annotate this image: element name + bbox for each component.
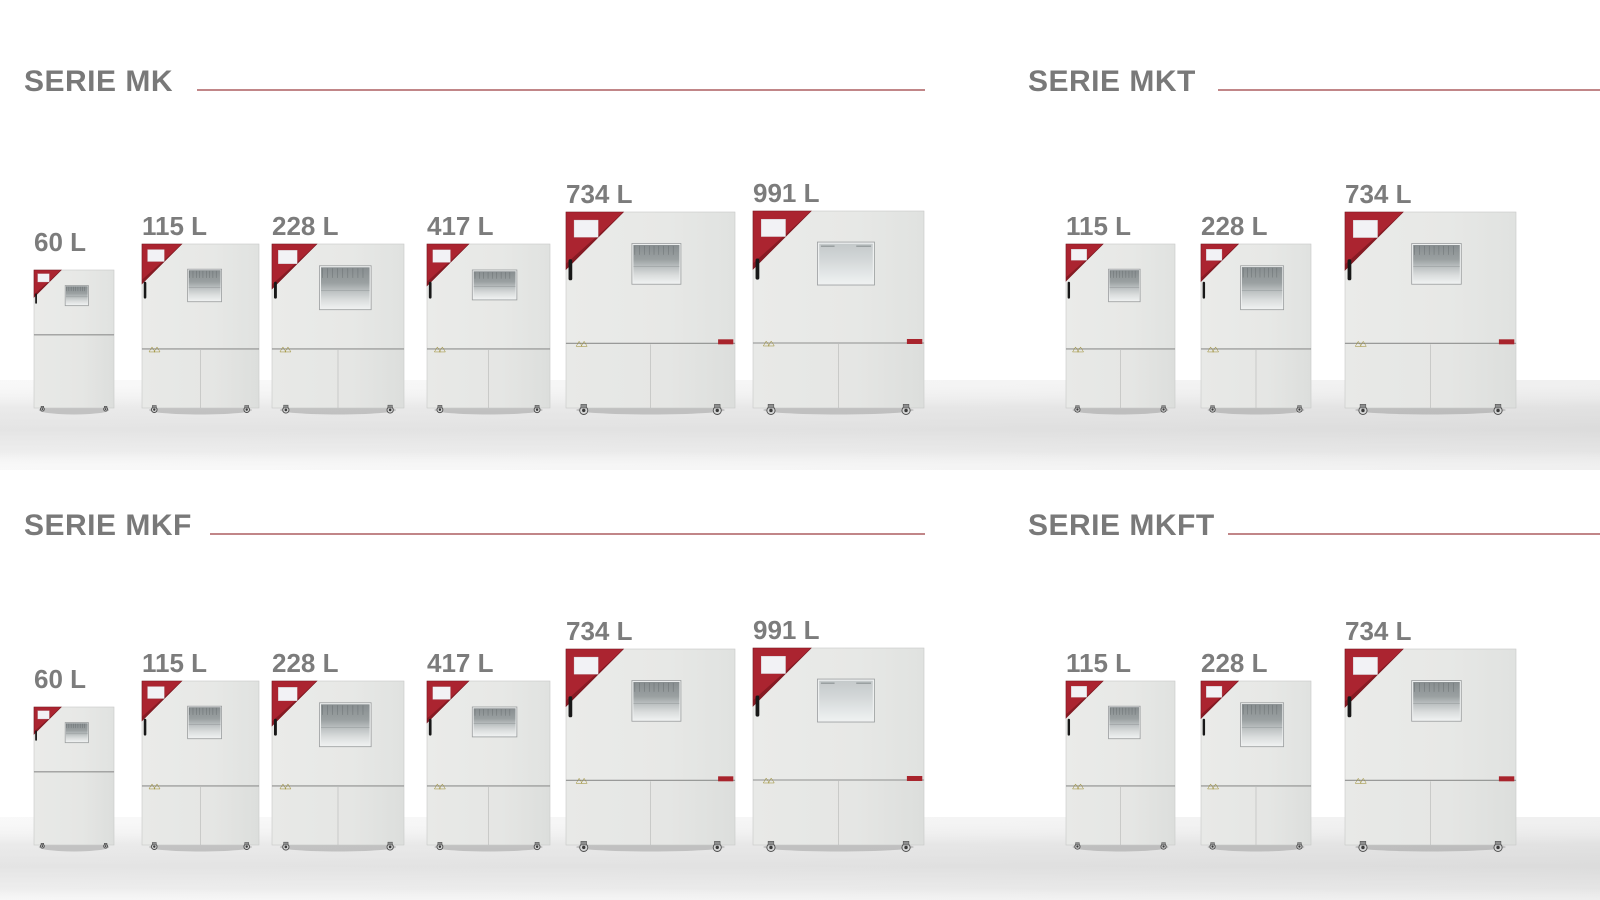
svg-text:SERIE MKT: SERIE MKT bbox=[1028, 65, 1196, 98]
svg-text:60 L: 60 L bbox=[34, 664, 86, 694]
svg-text:115 L: 115 L bbox=[1066, 211, 1131, 241]
svg-text:228 L: 228 L bbox=[272, 211, 339, 241]
svg-text:228 L: 228 L bbox=[1201, 648, 1268, 678]
svg-text:115 L: 115 L bbox=[142, 648, 207, 678]
svg-text:115 L: 115 L bbox=[142, 211, 207, 241]
svg-text:417 L: 417 L bbox=[427, 648, 494, 678]
svg-text:734 L: 734 L bbox=[1345, 616, 1412, 646]
svg-text:60 L: 60 L bbox=[34, 227, 86, 257]
svg-text:115 L: 115 L bbox=[1066, 648, 1131, 678]
svg-text:SERIE MKFT: SERIE MKFT bbox=[1028, 509, 1215, 542]
svg-text:991 L: 991 L bbox=[753, 178, 820, 208]
svg-text:734 L: 734 L bbox=[566, 179, 633, 209]
svg-text:734 L: 734 L bbox=[566, 616, 633, 646]
svg-text:417 L: 417 L bbox=[427, 211, 494, 241]
svg-text:734 L: 734 L bbox=[1345, 179, 1412, 209]
svg-text:991 L: 991 L bbox=[753, 615, 820, 645]
svg-text:SERIE MKF: SERIE MKF bbox=[24, 509, 192, 542]
svg-text:SERIE MK: SERIE MK bbox=[24, 65, 173, 98]
svg-text:228 L: 228 L bbox=[1201, 211, 1268, 241]
svg-text:228 L: 228 L bbox=[272, 648, 339, 678]
